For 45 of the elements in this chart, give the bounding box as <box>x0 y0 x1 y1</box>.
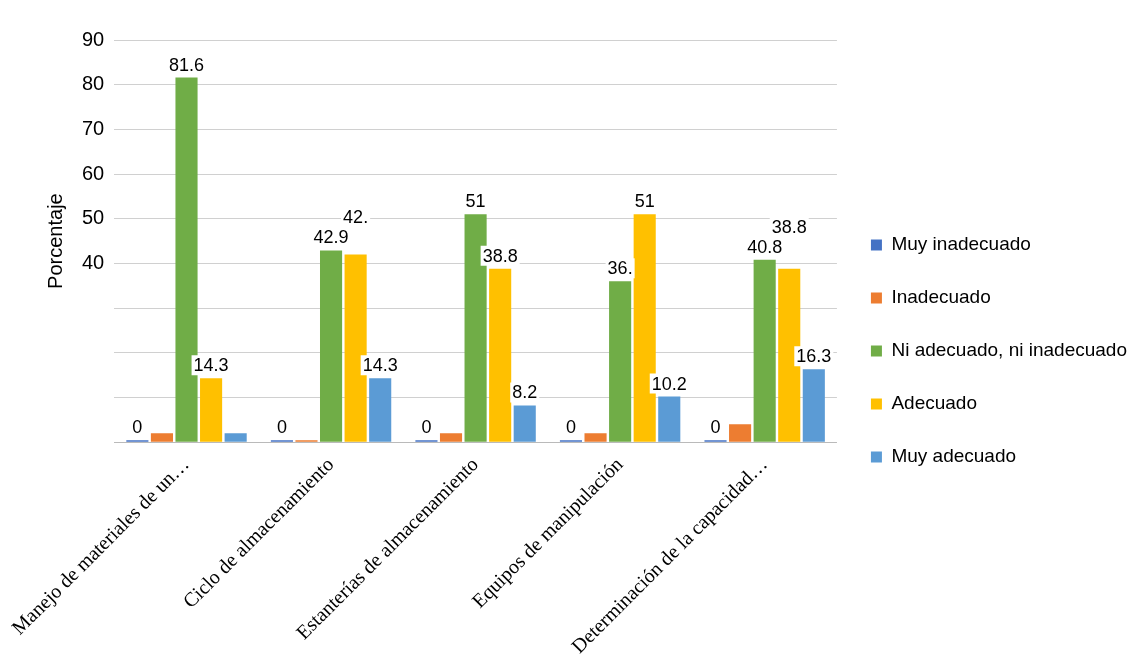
y-axis-title: Porcentaje <box>43 193 66 289</box>
data-label: 10.2 <box>651 373 687 394</box>
y-tick-label: 70 <box>82 116 105 139</box>
legend-label: Ni adecuado, ni inadecuado <box>891 339 1128 361</box>
bar <box>200 378 223 442</box>
data-label: 38.8 <box>482 245 518 266</box>
data-label: 42.9 <box>313 227 349 248</box>
bar <box>319 250 343 442</box>
data-label: 8.2 <box>512 382 538 403</box>
data-label: 40.8 <box>747 236 783 257</box>
y-tick-label: 90 <box>82 27 105 50</box>
bar <box>369 378 392 442</box>
data-label: 0 <box>565 417 576 438</box>
legend-label: Adecuado <box>891 392 978 414</box>
data-label: 0 <box>276 417 287 438</box>
bar <box>753 259 776 442</box>
data-label: 0 <box>132 417 143 438</box>
bar <box>609 281 632 442</box>
bar <box>489 268 512 442</box>
data-label: 42. <box>343 207 369 228</box>
data-label: 51 <box>634 191 655 212</box>
data-label: 0 <box>421 417 432 438</box>
y-tick-label: 50 <box>82 206 105 229</box>
legend-label: Muy adecuado <box>891 445 1017 467</box>
legend-label: Inadecuado <box>891 286 991 308</box>
y-tick-label: 60 <box>82 161 105 184</box>
data-label: 51 <box>465 191 486 212</box>
data-label: 14.3 <box>193 355 229 376</box>
data-label: 81.6 <box>168 54 205 75</box>
bar <box>802 369 825 442</box>
data-label: 0 <box>710 417 721 438</box>
bar <box>513 405 536 442</box>
data-label: 14.3 <box>362 355 398 376</box>
legend-label: Muy inadecuado <box>891 233 1031 255</box>
data-label: 36. <box>607 258 633 279</box>
y-tick-label: 80 <box>82 72 105 95</box>
bar <box>729 424 752 442</box>
bar <box>584 433 607 442</box>
bar <box>150 433 173 442</box>
bar <box>224 433 247 442</box>
data-label: 38.8 <box>771 216 807 237</box>
bar <box>658 396 681 442</box>
bar <box>439 433 463 442</box>
y-tick-label: 40 <box>82 250 105 273</box>
data-label: 16.3 <box>796 346 832 367</box>
